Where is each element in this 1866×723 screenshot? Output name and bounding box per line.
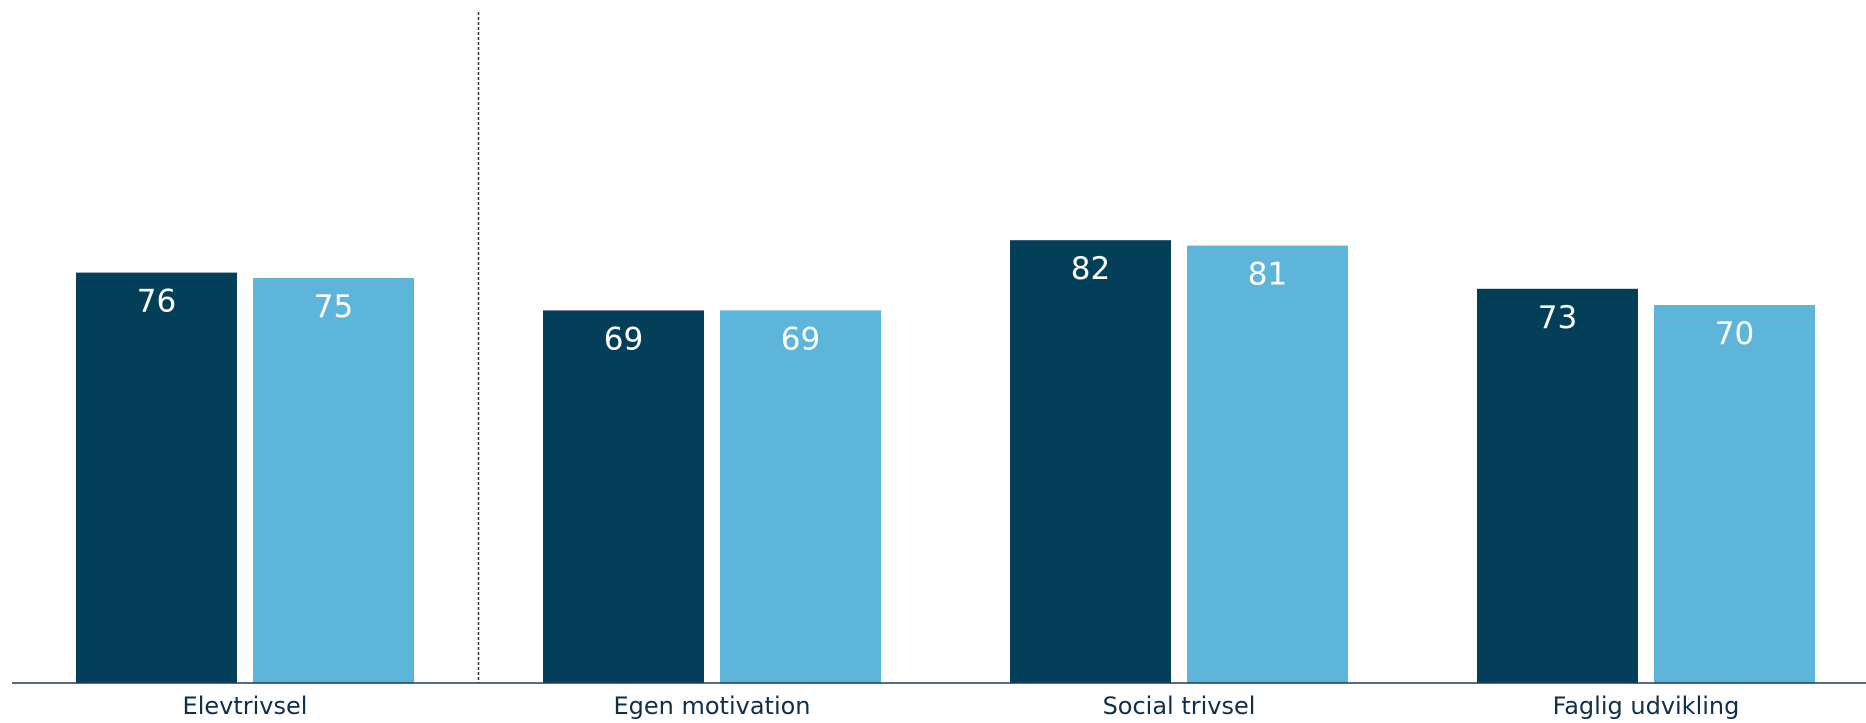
- category-label-faglig-udvikling: Faglig udvikling: [1553, 692, 1740, 720]
- value-label-social-trivsel-series-2: 81: [1248, 257, 1287, 293]
- bar-faglig-udvikling-series-1: [1477, 288, 1638, 683]
- bar-egen-motivation-series-1: [543, 310, 704, 683]
- category-labels-layer: Elevtrivsel Egen motivation Social trivsel…: [183, 692, 1740, 720]
- bar-social-trivsel-series-1: [1010, 240, 1171, 683]
- value-label-elevtrivsel-series-2: 75: [314, 289, 353, 325]
- value-label-faglig-udvikling-series-2: 70: [1715, 316, 1754, 352]
- bars-layer: [76, 240, 1815, 683]
- category-label-egen-motivation: Egen motivation: [613, 692, 810, 720]
- category-label-elevtrivsel: Elevtrivsel: [183, 692, 308, 720]
- value-label-social-trivsel-series-1: 82: [1071, 251, 1110, 287]
- value-labels-layer: 76 75 69 69 82 81 73 70: [137, 251, 1754, 357]
- bar-faglig-udvikling-series-2: [1654, 305, 1815, 683]
- bar-social-trivsel-series-2: [1187, 245, 1348, 683]
- value-label-egen-motivation-series-1: 69: [604, 321, 643, 357]
- bar-elevtrivsel-series-2: [253, 278, 414, 683]
- value-label-faglig-udvikling-series-1: 73: [1538, 300, 1577, 336]
- bar-elevtrivsel-series-1: [76, 272, 237, 683]
- category-label-social-trivsel: Social trivsel: [1103, 692, 1256, 720]
- bar-egen-motivation-series-2: [720, 310, 881, 683]
- value-label-elevtrivsel-series-1: 76: [137, 284, 176, 320]
- value-label-egen-motivation-series-2: 69: [781, 321, 820, 357]
